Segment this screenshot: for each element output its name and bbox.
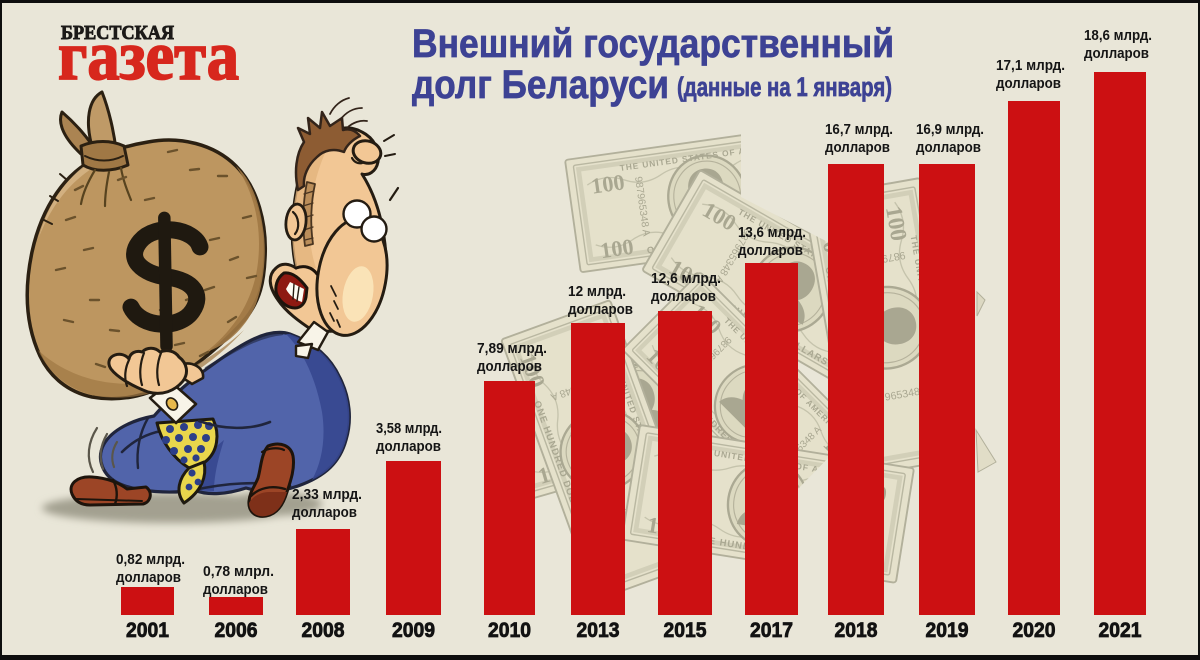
svg-text:долларов: долларов xyxy=(1084,45,1149,62)
svg-text:12,6 млрд.: 12,6 млрд. xyxy=(651,270,721,287)
svg-text:долларов: долларов xyxy=(203,581,268,598)
svg-text:2013: 2013 xyxy=(577,619,620,642)
svg-text:12 млрд.: 12 млрд. xyxy=(568,283,626,300)
svg-text:долларов: долларов xyxy=(916,139,981,156)
svg-text:2010: 2010 xyxy=(488,619,531,642)
svg-text:13,6 млрд.: 13,6 млрд. xyxy=(738,224,806,241)
svg-text:7,89 млрд.: 7,89 млрд. xyxy=(477,340,547,357)
svg-text:долларов: долларов xyxy=(738,242,803,259)
svg-text:2021: 2021 xyxy=(1099,619,1142,642)
svg-text:(данные на 1 января): (данные на 1 января) xyxy=(677,72,892,102)
svg-text:долларов: долларов xyxy=(651,288,716,305)
svg-text:2019: 2019 xyxy=(926,619,969,642)
svg-text:2020: 2020 xyxy=(1013,619,1056,642)
svg-text:2018: 2018 xyxy=(835,619,878,642)
svg-text:2006: 2006 xyxy=(215,619,258,642)
svg-text:газета: газета xyxy=(58,18,239,95)
svg-text:0,78 млрл.: 0,78 млрл. xyxy=(203,563,274,580)
svg-text:0,82 млрд.: 0,82 млрд. xyxy=(116,551,185,568)
svg-text:долг Беларуси: долг Беларуси xyxy=(412,63,669,107)
svg-text:2015: 2015 xyxy=(664,619,707,642)
svg-text:долларов: долларов xyxy=(477,358,542,375)
svg-text:18,6 млрд.: 18,6 млрд. xyxy=(1084,27,1152,44)
svg-text:16,7 млрд.: 16,7 млрд. xyxy=(825,121,893,138)
svg-text:долларов: долларов xyxy=(825,139,890,156)
svg-text:БРЕСТСКАЯ: БРЕСТСКАЯ xyxy=(61,22,174,44)
svg-text:долларов: долларов xyxy=(116,569,181,586)
svg-text:2001: 2001 xyxy=(126,619,169,642)
svg-text:долларов: долларов xyxy=(292,504,357,521)
svg-text:16,9 млрд.: 16,9 млрд. xyxy=(916,121,984,138)
svg-text:17,1 млрд.: 17,1 млрд. xyxy=(996,57,1065,74)
svg-text:3,58 млрд.: 3,58 млрд. xyxy=(376,420,442,437)
svg-text:долларов: долларов xyxy=(568,301,633,318)
svg-text:долларов: долларов xyxy=(996,75,1061,92)
svg-text:Внешний государственный: Внешний государственный xyxy=(412,22,894,66)
svg-text:2,33 млрд.: 2,33 млрд. xyxy=(292,486,362,503)
svg-text:2009: 2009 xyxy=(392,619,435,642)
svg-text:долларов: долларов xyxy=(376,438,441,455)
svg-text:2017: 2017 xyxy=(750,619,793,642)
svg-text:2008: 2008 xyxy=(302,619,345,642)
